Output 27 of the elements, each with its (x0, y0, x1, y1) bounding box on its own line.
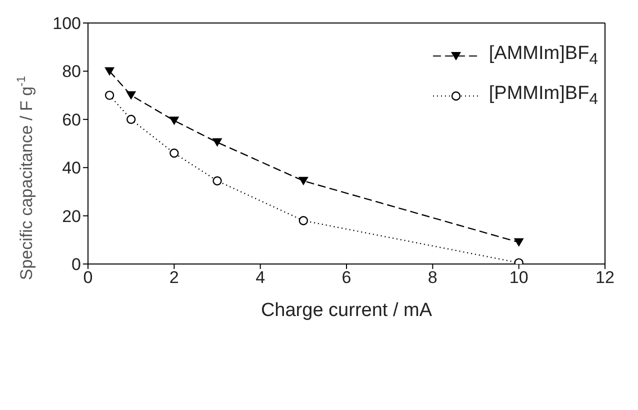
y-tick-label: 40 (62, 158, 81, 178)
point (298, 176, 308, 186)
x-tick-label: 6 (342, 268, 352, 288)
x-tick-label: 10 (509, 268, 528, 288)
x-tick-label: 0 (83, 268, 93, 288)
y-tick-label: 60 (62, 110, 81, 130)
x-tick-label: 4 (256, 268, 266, 288)
y-tick-label: 100 (52, 14, 81, 34)
point (298, 216, 308, 226)
legend-label: [PMMIm]BF$_{4}$ (488, 83, 598, 109)
x-tick-label: 8 (428, 268, 438, 288)
y-tick-label: 0 (72, 255, 81, 274)
x-axis-title: Charge current / mA (260, 300, 432, 321)
point (126, 114, 136, 124)
y-tick-label: 80 (62, 62, 81, 82)
point (104, 67, 115, 76)
y-tick-label: 20 (62, 206, 81, 226)
point (126, 91, 136, 100)
point (169, 116, 180, 126)
point (514, 238, 524, 247)
point (212, 176, 222, 186)
x-tick-label: 12 (596, 268, 614, 288)
point (212, 138, 222, 147)
x-tick-label: 2 (169, 268, 179, 288)
point (170, 148, 179, 158)
point (104, 90, 114, 100)
legend-label: [AMMIm]BF$_{4}$ (488, 43, 598, 69)
